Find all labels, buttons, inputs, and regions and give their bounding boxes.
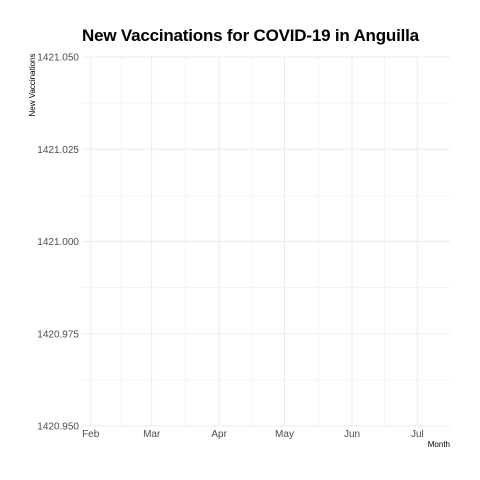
y-tick-label: 1421.000 — [37, 237, 79, 248]
y-tick-label: 1421.050 — [37, 53, 79, 64]
x-tick-label: Feb — [82, 429, 100, 440]
grid-layer — [82, 56, 450, 427]
x-tick-label: Apr — [211, 429, 227, 440]
chart-title: New Vaccinations for COVID-19 in Anguill… — [82, 26, 419, 45]
y-axis-title: New Vaccinations — [28, 54, 37, 117]
tick-label-layer: 1420.950 1420.975 1421.000 1421.025 1421.050… — [37, 53, 423, 441]
y-tick-label: 1420.950 — [37, 422, 79, 433]
x-axis-title: Month — [428, 440, 450, 449]
x-tick-label: Jun — [344, 429, 360, 440]
y-tick-label: 1421.025 — [37, 145, 79, 156]
x-tick-label: May — [275, 429, 294, 440]
x-tick-label: Mar — [143, 429, 161, 440]
y-tick-label: 1420.975 — [37, 329, 79, 340]
x-tick-label: Jul — [411, 429, 424, 440]
